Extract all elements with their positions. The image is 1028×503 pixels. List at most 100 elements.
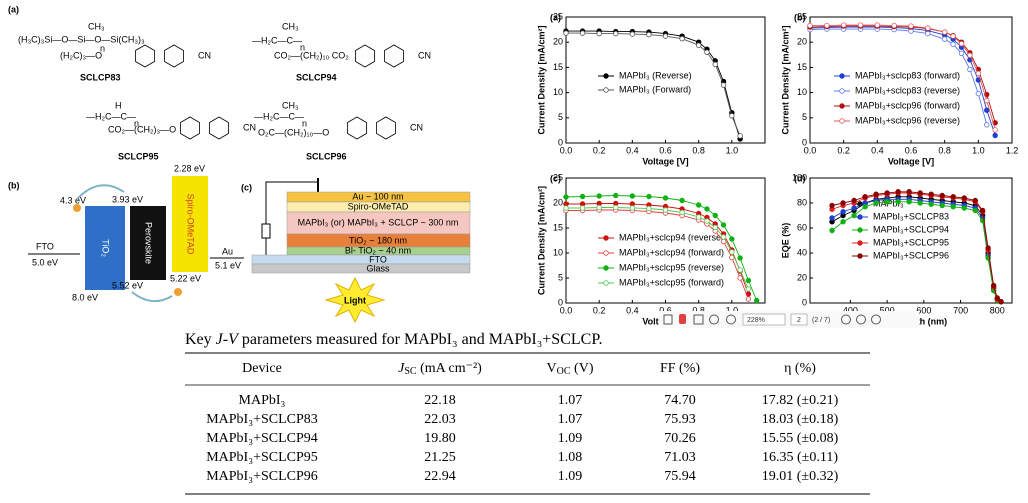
data-point <box>720 222 727 228</box>
energy-panel: (b) FTO 5.0 eV TiO₂ 4.3 eV 8.0 eV Perovs… <box>8 163 244 302</box>
x-axis-label: Voltage [V] <box>642 156 688 166</box>
label: 5.1 eV <box>215 260 241 270</box>
fragment: CH₃ <box>88 21 105 31</box>
data-point <box>928 201 934 207</box>
data-point <box>712 212 718 219</box>
data-point <box>939 202 945 209</box>
icon-select[interactable] <box>663 314 673 325</box>
icon-next[interactable] <box>856 314 866 325</box>
data-point <box>941 36 948 42</box>
label: 4.3 eV <box>60 195 86 205</box>
table-cell: 1.07 <box>558 393 583 408</box>
fragment: (H₃C)₃Si—O—Si—O—Si(CH₃)₃ <box>18 34 145 44</box>
benzene-ring <box>135 44 155 68</box>
fragment: n <box>134 118 139 128</box>
y-tick-label: 15 <box>553 222 563 232</box>
zoom-value[interactable]: 228% <box>747 317 765 324</box>
series-line <box>809 28 988 126</box>
y-tick-label: 25 <box>553 172 563 182</box>
data-point <box>629 205 636 211</box>
data-point <box>807 22 813 29</box>
structure-name: SCLCP95 <box>118 151 159 161</box>
header-cell: FF (%) <box>660 361 700 376</box>
data-point <box>754 297 760 304</box>
table-cell: 75.94 <box>664 469 696 484</box>
fragment: —H₂C—C— <box>252 35 302 45</box>
label: FTO <box>36 241 54 251</box>
data-point <box>745 277 752 284</box>
page-number[interactable]: 2 <box>797 317 801 324</box>
data-point <box>840 200 846 206</box>
data-point <box>613 192 619 199</box>
x-tick-label: 0.4 <box>626 305 639 315</box>
x-tick-label: 1.0 <box>726 305 739 315</box>
x-tick-label: 0.4 <box>871 145 884 155</box>
header-cell: Device <box>242 361 282 376</box>
fragment: CN <box>198 50 211 60</box>
x-tick-label: 0.2 <box>837 145 850 155</box>
header-part: J <box>398 361 405 376</box>
data-point <box>596 204 602 211</box>
data-point <box>884 199 890 205</box>
data-point <box>975 90 982 97</box>
table-cell: 75.93 <box>664 412 696 427</box>
x-tick-label: 0.0 <box>560 305 573 315</box>
data-point <box>695 202 702 208</box>
data-point <box>985 245 991 251</box>
y-tick-label: 0 <box>802 137 807 147</box>
data-point <box>704 218 710 224</box>
y-tick-label: 10 <box>553 87 563 97</box>
table-cell: 21.25 <box>424 450 456 465</box>
electron <box>73 204 81 212</box>
data-point <box>629 193 636 199</box>
header-part: V <box>547 361 557 376</box>
fragment: —H₂C—C— <box>254 111 304 121</box>
panel-label: (a) <box>550 12 561 22</box>
data-point <box>998 299 1004 305</box>
x-tick-label: 600 <box>916 305 931 315</box>
legend-label: MAPbI₃+sclcp83 (forward) <box>855 70 960 80</box>
label: Au <box>222 246 233 256</box>
legend-marker <box>857 227 863 233</box>
icon-zoom-in[interactable] <box>726 314 736 325</box>
header-part: OC <box>557 366 571 377</box>
layer-label: Glass <box>366 263 390 273</box>
data-point <box>840 22 847 28</box>
x-tick-label: 0.2 <box>593 305 606 315</box>
table: Key J-V parameters measured for MAPbI₃ a… <box>185 331 870 495</box>
label: Spiro-OMeTAD <box>186 194 196 255</box>
icon-snapshot[interactable] <box>693 314 704 325</box>
layer-label: MAPbI₃ (or) MAPbI₃ + SCLCP ~ 300 nm <box>298 217 459 227</box>
legend-label: MAPbI₃+sclcp94 (forward) <box>619 247 724 257</box>
x-tick-label: 1.0 <box>972 145 985 155</box>
table-cell: 74.70 <box>664 393 696 408</box>
icon-hand[interactable] <box>679 314 686 324</box>
y-axis-label: Current Density [mA/cm²] <box>536 186 546 295</box>
data-point <box>596 30 602 37</box>
table-cell: 22.03 <box>424 412 456 427</box>
structure-name: SCLCP83 <box>80 72 121 82</box>
data-point <box>720 234 727 240</box>
legend-marker <box>839 118 845 124</box>
data-point <box>745 296 752 302</box>
fragment: CN <box>410 122 423 132</box>
plot-frame <box>809 177 1013 304</box>
data-point <box>990 282 997 289</box>
icon-prev[interactable] <box>841 314 851 325</box>
data-point <box>829 227 835 234</box>
page-box[interactable] <box>790 313 808 326</box>
data-point <box>704 49 710 55</box>
tio2-block <box>85 206 125 290</box>
legend-label: MAPbI₃+sclcp94 (reverse) <box>619 232 724 242</box>
legend-label: MAPbI₃+SCLCP94 <box>873 224 949 234</box>
table-cell: 22.18 <box>424 393 456 408</box>
data-point <box>967 66 973 73</box>
icon-menu[interactable] <box>871 314 881 325</box>
zoom-box[interactable] <box>742 313 786 326</box>
series-line <box>565 195 758 301</box>
x-axis-label: Voltage [V] <box>888 156 934 166</box>
icon-zoom-out[interactable] <box>709 314 719 325</box>
panel-label: (b) <box>8 180 20 190</box>
label: 5.22 eV <box>170 273 201 283</box>
